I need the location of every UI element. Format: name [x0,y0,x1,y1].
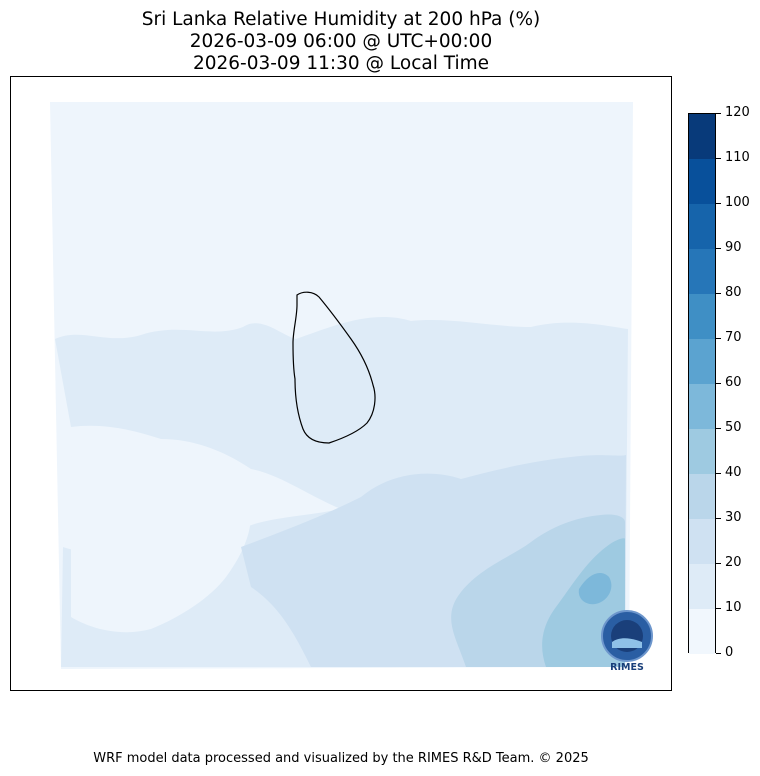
colorbar-tick [716,203,721,204]
humidity-pocket-west [71,453,251,633]
colorbar-tick [716,338,721,339]
map-frame [10,76,672,691]
colorbar-tick-label: 10 [725,600,742,615]
colorbar-tick-label: 30 [725,510,742,525]
colorbar-tick-label: 120 [725,105,750,120]
colorbar-segment [689,429,715,474]
colorbar-tick [716,158,721,159]
colorbar-tick-label: 70 [725,330,742,345]
colorbar-tick [716,383,721,384]
colorbar-tick [716,473,721,474]
footer-credit: WRF model data processed and visualized … [93,751,589,766]
colorbar-tick [716,608,721,609]
colorbar-tick-label: 20 [725,555,742,570]
colorbar-tick [716,653,721,654]
colorbar-tick-label: 60 [725,375,742,390]
colorbar-tick-label: 110 [725,150,750,165]
logo-label: RIMES [610,662,644,673]
colorbar-tick [716,563,721,564]
colorbar-segment [689,474,715,519]
colorbar-segment [689,609,715,654]
map-utc-time: 2026-03-09 06:00 @ UTC+00:00 [189,31,493,52]
colorbar-segment [689,384,715,429]
map-title: Sri Lanka Relative Humidity at 200 hPa (… [141,9,541,30]
colorbar-segment [689,519,715,564]
colorbar-segment [689,249,715,294]
colorbar-tick [716,518,721,519]
sri-lanka-coastline [292,291,376,444]
colorbar-tick-label: 0 [725,645,734,660]
colorbar-tick [716,113,721,114]
colorbar-tick-label: 50 [725,420,742,435]
humidity-band-50-60 [578,573,612,605]
humidity-map [50,102,633,669]
colorbar-segment [689,339,715,384]
colorbar-segment [689,564,715,609]
colorbar [688,113,716,654]
colorbar-tick [716,248,721,249]
colorbar-segment [689,159,715,204]
colorbar-segment [689,114,715,159]
colorbar-tick-label: 80 [725,285,742,300]
colorbar-tick-label: 90 [725,240,742,255]
colorbar-tick [716,428,721,429]
rimes-logo: RIMES [598,610,656,676]
map-local-time: 2026-03-09 11:30 @ Local Time [192,53,490,74]
colorbar-segment [689,204,715,249]
colorbar-tick-label: 100 [725,195,750,210]
colorbar-tick [716,293,721,294]
colorbar-tick-label: 40 [725,465,742,480]
colorbar-segment [689,294,715,339]
